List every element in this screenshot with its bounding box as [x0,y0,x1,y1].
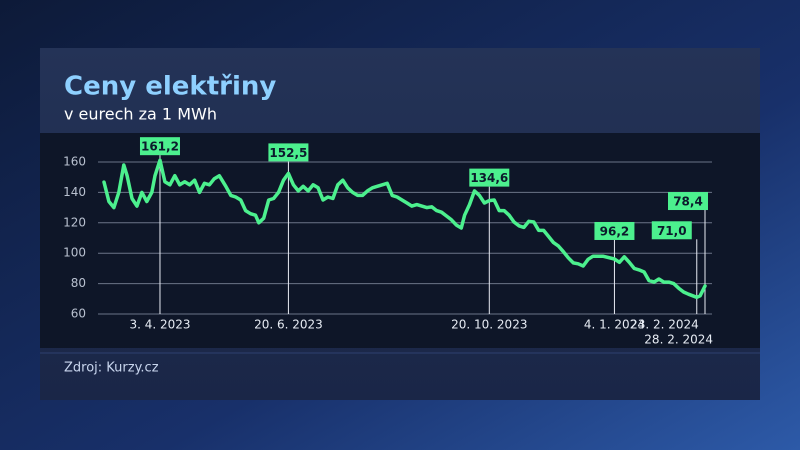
annotation-box [139,137,180,156]
chart-subtitle: v eurech za 1 MWh [64,105,217,124]
annotation-value: 96,2 [600,224,630,238]
x-tick-label: 20. 6. 2023 [254,318,323,332]
y-tick-label: 120 [63,215,86,229]
annotation-value: 71,0 [657,224,687,238]
y-tick-label: 60 [71,307,86,321]
x-tick-label: 28. 2. 2024 [644,333,713,347]
annotation-box [594,221,635,240]
chart-title: Ceny elektřiny [64,72,276,102]
y-tick-label: 160 [63,155,86,169]
x-tick-label: 4. 1. 2024 [584,318,645,332]
x-tick-label: 23. 2. 2024 [630,318,699,332]
annotation-box [469,168,510,187]
x-tick-label: 20. 10. 2023 [451,318,527,332]
plot: 60 80 100 120 140 160 161,2 3. 4. 2023 152,5 20. … [63,137,713,347]
x-tick-label: 3. 4. 2023 [129,318,190,332]
annotation-value: 161,2 [141,140,179,154]
annotation-value: 152,5 [269,146,307,160]
price-line [102,158,707,300]
annotation-value: 134,6 [470,171,508,185]
y-tick-label: 80 [71,276,86,290]
plot-area [40,133,760,348]
annotation-box [268,143,309,162]
y-tick-label: 140 [63,185,86,199]
source: Zdroj: Kurzy.cz [64,361,159,376]
annotation-box [651,221,692,240]
annotation-value: 78,4 [673,195,703,209]
y-tick-label: 100 [63,246,86,260]
annotation-box [668,192,708,211]
